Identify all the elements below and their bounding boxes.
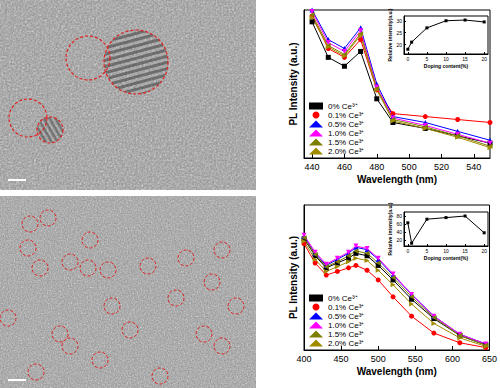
svg-text:450: 450: [334, 354, 349, 364]
svg-text:Relative intensity(a.u.): Relative intensity(a.u.): [387, 8, 393, 61]
svg-text:0.1% Ce³⁺: 0.1% Ce³⁺: [328, 111, 364, 120]
svg-text:40: 40: [396, 229, 402, 235]
svg-text:0: 0: [406, 56, 409, 62]
svg-text:1.5% Ce³⁺: 1.5% Ce³⁺: [328, 138, 364, 147]
svg-text:0: 0: [406, 248, 409, 254]
svg-text:15: 15: [462, 248, 468, 254]
svg-text:0.5% Ce³⁺: 0.5% Ce³⁺: [328, 312, 364, 321]
svg-text:20: 20: [481, 248, 487, 254]
svg-text:5: 5: [426, 56, 429, 62]
svg-text:Wavelength (nm): Wavelength (nm): [357, 366, 437, 377]
svg-text:20: 20: [396, 42, 402, 48]
svg-text:0% Ce³⁺: 0% Ce³⁺: [328, 294, 358, 303]
svg-text:15: 15: [462, 56, 468, 62]
svg-text:25: 25: [396, 30, 402, 36]
svg-text:2.0% Ce³⁺: 2.0% Ce³⁺: [328, 339, 364, 348]
svg-text:550: 550: [408, 354, 423, 364]
svg-text:600: 600: [445, 354, 460, 364]
svg-text:Relative intensity(a.u.): Relative intensity(a.u.): [387, 202, 393, 255]
svg-text:10: 10: [443, 248, 449, 254]
svg-text:400: 400: [296, 354, 311, 364]
svg-text:80: 80: [396, 213, 402, 219]
svg-text:10: 10: [443, 56, 449, 62]
svg-text:Wavelength (nm): Wavelength (nm): [357, 174, 437, 185]
svg-text:500: 500: [371, 354, 386, 364]
svg-text:1.5% Ce³⁺: 1.5% Ce³⁺: [328, 330, 364, 339]
svg-text:520: 520: [434, 162, 449, 172]
svg-text:460: 460: [337, 162, 352, 172]
svg-text:5: 5: [426, 248, 429, 254]
svg-text:Doping content(%): Doping content(%): [424, 255, 469, 261]
svg-text:60: 60: [396, 221, 402, 227]
svg-text:480: 480: [369, 162, 384, 172]
svg-text:540: 540: [466, 162, 481, 172]
svg-text:PL Intensity (a.u.): PL Intensity (a.u.): [288, 236, 299, 319]
svg-text:1.0% Ce³⁺: 1.0% Ce³⁺: [328, 321, 364, 330]
svg-text:650: 650: [482, 354, 497, 364]
svg-text:0.1% Ce³⁺: 0.1% Ce³⁺: [328, 303, 364, 312]
svg-text:PL Intensity (a.u.): PL Intensity (a.u.): [288, 42, 299, 125]
svg-text:20: 20: [481, 56, 487, 62]
svg-text:Doping content(%): Doping content(%): [424, 63, 469, 69]
svg-text:440: 440: [305, 162, 320, 172]
svg-text:1.0% Ce³⁺: 1.0% Ce³⁺: [328, 129, 364, 138]
svg-text:500: 500: [402, 162, 417, 172]
svg-text:30: 30: [396, 18, 402, 24]
svg-text:0% Ce³⁺: 0% Ce³⁺: [328, 102, 358, 111]
svg-text:2.0% Ce³⁺: 2.0% Ce³⁺: [328, 147, 364, 156]
svg-text:0.5% Ce³⁺: 0.5% Ce³⁺: [328, 120, 364, 129]
svg-text:20: 20: [396, 237, 402, 243]
